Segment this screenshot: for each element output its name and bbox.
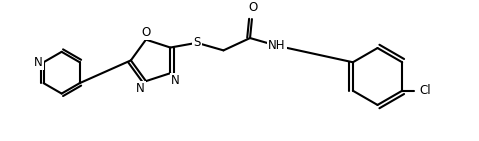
Text: N: N xyxy=(171,74,180,87)
Text: N: N xyxy=(136,82,145,95)
Text: S: S xyxy=(193,36,201,49)
Text: O: O xyxy=(141,26,150,39)
Text: NH: NH xyxy=(268,39,285,52)
Text: N: N xyxy=(34,56,43,69)
Text: Cl: Cl xyxy=(419,84,431,97)
Text: O: O xyxy=(248,1,258,14)
